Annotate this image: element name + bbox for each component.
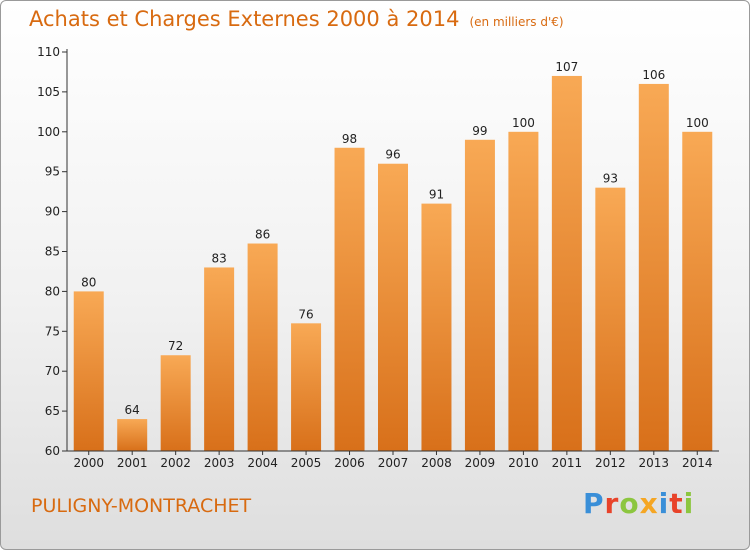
brand-letter: P: [583, 487, 605, 520]
bar-value-label: 83: [211, 251, 226, 265]
y-tick-label: 105: [37, 85, 60, 99]
bar-value-label: 93: [603, 172, 618, 186]
x-tick-label: 2002: [160, 456, 191, 470]
x-tick-label: 2007: [378, 456, 409, 470]
x-tick-label: 2000: [73, 456, 104, 470]
chart-title: Achats et Charges Externes 2000 à 2014 (e…: [29, 7, 564, 31]
bar: [682, 131, 713, 452]
y-tick-label: 85: [45, 245, 60, 259]
bar: [160, 355, 191, 451]
x-tick-label: 2010: [508, 456, 539, 470]
bar-value-label: 76: [298, 307, 313, 321]
bar-value-label: 100: [686, 116, 709, 130]
bar: [551, 75, 582, 451]
bar: [247, 243, 278, 451]
bar: [464, 139, 495, 451]
x-tick-label: 2006: [334, 456, 365, 470]
bar: [378, 163, 408, 451]
x-tick-label: 2003: [204, 456, 235, 470]
x-tick-label: 2009: [465, 456, 496, 470]
bar-value-label: 96: [385, 148, 400, 162]
y-tick-label: 80: [45, 284, 60, 298]
brand-letter: o: [619, 487, 640, 520]
bar-value-label: 98: [342, 132, 357, 146]
y-tick-label: 100: [37, 125, 60, 139]
x-tick-label: 2012: [595, 456, 626, 470]
bar: [421, 203, 452, 451]
brand-letter: i: [658, 487, 670, 520]
y-tick-label: 95: [45, 165, 60, 179]
brand-letter: i: [683, 487, 695, 520]
bar: [117, 419, 148, 451]
bar-value-label: 91: [429, 188, 444, 202]
bar: [508, 131, 539, 452]
y-tick-label: 90: [45, 205, 60, 219]
bar-value-label: 99: [472, 124, 487, 138]
commune-name: PULIGNY-MONTRACHET: [31, 495, 252, 517]
y-tick-label: 60: [45, 444, 60, 458]
x-axis: 2000 2001 2002 2003 2004 2005 2006 2007 2008 2009…: [67, 450, 719, 470]
bar-value-label: 64: [125, 403, 140, 417]
bar: [73, 291, 104, 451]
x-tick-label: 2001: [117, 456, 148, 470]
bar-value-label: 106: [642, 68, 665, 82]
brand-letter: r: [604, 487, 620, 520]
y-axis: 60 65 70 75 80 85 90 95 100 105 110: [37, 45, 68, 458]
y-tick-label: 65: [45, 404, 60, 418]
x-tick-label: 2004: [247, 456, 278, 470]
bar: [638, 83, 669, 452]
bar-value-label: 86: [255, 228, 270, 242]
y-tick-label: 110: [37, 45, 60, 59]
bar: [595, 187, 626, 451]
y-tick-label: 75: [45, 324, 60, 338]
brand-letter: t: [669, 487, 684, 520]
x-tick-label: 2005: [291, 456, 322, 470]
proxiti-logo: Proxiti: [583, 487, 694, 520]
bar-value-label: 107: [555, 60, 578, 74]
chart-unit: (en milliers d'€): [469, 15, 564, 29]
chart-title-text: Achats et Charges Externes 2000 à 2014: [29, 7, 460, 31]
brand-letter: x: [639, 487, 659, 520]
bar: [334, 147, 365, 451]
x-tick-label: 2011: [552, 456, 583, 470]
bar: [291, 323, 322, 451]
bar-value-label: 80: [81, 275, 96, 289]
bar: [204, 267, 235, 451]
x-tick-label: 2013: [639, 456, 670, 470]
bars: 80 64 72 83 86 76 98 96 91 99 100 107 93 106 100: [73, 60, 713, 452]
bar-value-label: 72: [168, 339, 183, 353]
x-tick-label: 2008: [421, 456, 452, 470]
bar-value-label: 100: [512, 116, 535, 130]
y-tick-label: 70: [45, 364, 60, 378]
x-tick-label: 2014: [682, 456, 713, 470]
